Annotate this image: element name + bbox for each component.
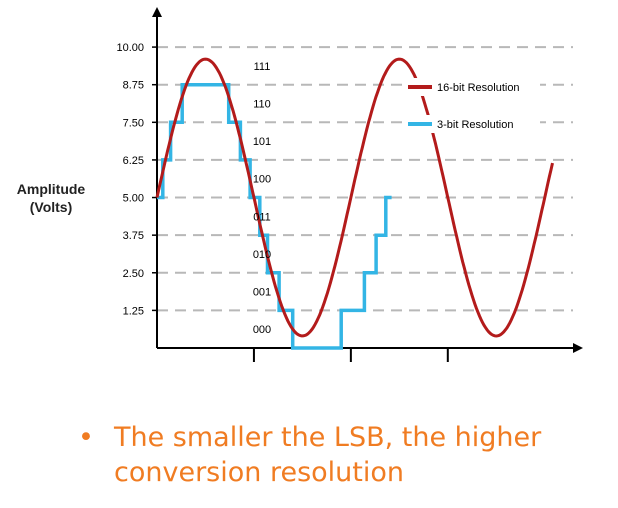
legend-16bit-label: 16-bit Resolution — [437, 82, 520, 94]
bullet-symbol: • — [78, 422, 94, 453]
y-tick-label: 3.75 — [123, 230, 144, 242]
y-axis-label-line-2: (Volts) — [29, 199, 73, 215]
series-3bit-line — [157, 82, 392, 350]
y-axis-label: Amplitude (Volts) — [8, 180, 94, 216]
y-tick-label: 10.00 — [116, 42, 144, 54]
legend-3bit-bg — [404, 115, 540, 133]
level-code-label: 001 — [253, 287, 271, 299]
resolution-chart: 1.25 2.50 3.75 5.00 6.25 7.50 8.75 10.00 000 001 0… — [116, 7, 583, 362]
level-code-label: 101 — [253, 136, 271, 148]
level-code-label: 000 — [253, 324, 271, 336]
level-code-label: 010 — [253, 249, 271, 261]
y-tick-label: 6.25 — [123, 155, 144, 167]
level-code-label: 110 — [253, 99, 271, 111]
legend-3bit-label: 3-bit Resolution — [437, 119, 513, 131]
level-code-label: 011 — [253, 211, 271, 223]
bullet-text: The smaller the LSB, the higher conversi… — [114, 422, 542, 488]
y-tick-label: 7.50 — [123, 117, 144, 129]
y-tick-label: 5.00 — [123, 193, 144, 205]
series-16bit-line — [155, 57, 554, 338]
y-tick-label: 1.25 — [123, 305, 144, 317]
y-tick-label: 8.75 — [123, 80, 144, 92]
legend-16bit-bg — [404, 78, 540, 96]
level-code-label: 100 — [253, 174, 271, 186]
level-code-label: 111 — [254, 61, 271, 73]
y-axis-label-line-1: Amplitude — [16, 181, 86, 197]
y-tick-label: 2.50 — [123, 268, 144, 280]
